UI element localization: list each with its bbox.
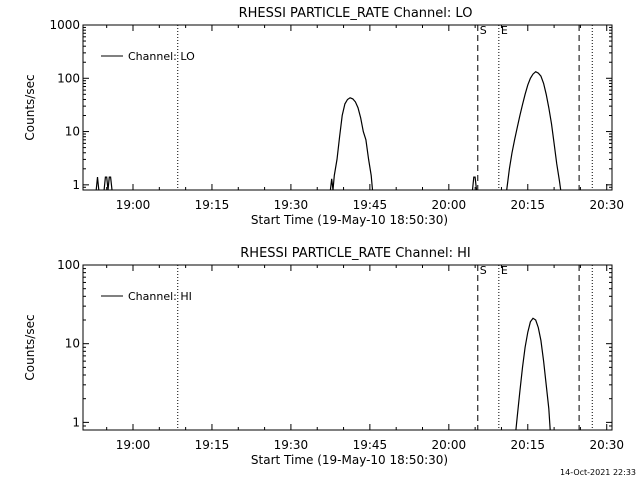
lo-data-line bbox=[103, 176, 113, 191]
chart-title: RHESSI PARTICLE_RATE Channel: LO bbox=[239, 6, 473, 21]
x-tick-label: 19:00 bbox=[116, 438, 151, 452]
x-tick-label: 20:00 bbox=[432, 438, 467, 452]
x-tick-label: 19:30 bbox=[274, 198, 309, 212]
lo-data-line bbox=[471, 176, 478, 191]
marker-label: S bbox=[480, 264, 487, 277]
y-tick-label: 1000 bbox=[49, 18, 80, 32]
x-tick-label: 19:00 bbox=[116, 198, 151, 212]
x-tick-label: 19:15 bbox=[195, 198, 230, 212]
y-tick-label: 10 bbox=[65, 125, 80, 139]
marker-label: E bbox=[501, 24, 508, 37]
footer-timestamp: 14-Oct-2021 22:33 bbox=[560, 468, 636, 477]
chart-title: RHESSI PARTICLE_RATE Channel: HI bbox=[240, 246, 470, 261]
x-tick-label: 19:45 bbox=[353, 438, 388, 452]
y-tick-label: 1 bbox=[72, 415, 80, 429]
hi-data-line bbox=[515, 317, 551, 431]
lo-data-line bbox=[329, 97, 374, 191]
y-tick-label: 1 bbox=[72, 178, 80, 192]
y-tick-label: 100 bbox=[57, 71, 80, 85]
x-tick-label: 20:30 bbox=[589, 438, 624, 452]
lo-data-line bbox=[506, 70, 562, 191]
y-tick-label: 100 bbox=[57, 258, 80, 272]
x-tick-label: 19:15 bbox=[195, 438, 230, 452]
x-tick-label: 19:30 bbox=[274, 438, 309, 452]
x-tick-label: 20:00 bbox=[432, 198, 467, 212]
x-tick-label: 19:45 bbox=[353, 198, 388, 212]
chart-lo-panel: RHESSI PARTICLE_RATE Channel: LO Start Ti… bbox=[23, 6, 624, 227]
chart-hi-panel: RHESSI PARTICLE_RATE Channel: HI Start Ti… bbox=[23, 246, 624, 467]
x-axis-label: Start Time (19-May-10 18:50:30) bbox=[251, 453, 448, 467]
y-axis-label: Counts/sec bbox=[23, 74, 37, 140]
legend-entry: Channel: HI bbox=[128, 290, 192, 303]
x-tick-label: 20:15 bbox=[510, 438, 545, 452]
marker-label: S bbox=[480, 24, 487, 37]
plot-frame bbox=[82, 24, 613, 191]
y-tick-label: 10 bbox=[65, 337, 80, 351]
legend-entry: Channel: LO bbox=[128, 50, 195, 63]
x-axis-label: Start Time (19-May-10 18:50:30) bbox=[251, 213, 448, 227]
marker-label: E bbox=[501, 264, 508, 277]
y-axis-label: Counts/sec bbox=[23, 314, 37, 380]
lo-data-line bbox=[95, 177, 100, 191]
x-tick-label: 20:30 bbox=[589, 198, 624, 212]
x-tick-label: 20:15 bbox=[510, 198, 545, 212]
